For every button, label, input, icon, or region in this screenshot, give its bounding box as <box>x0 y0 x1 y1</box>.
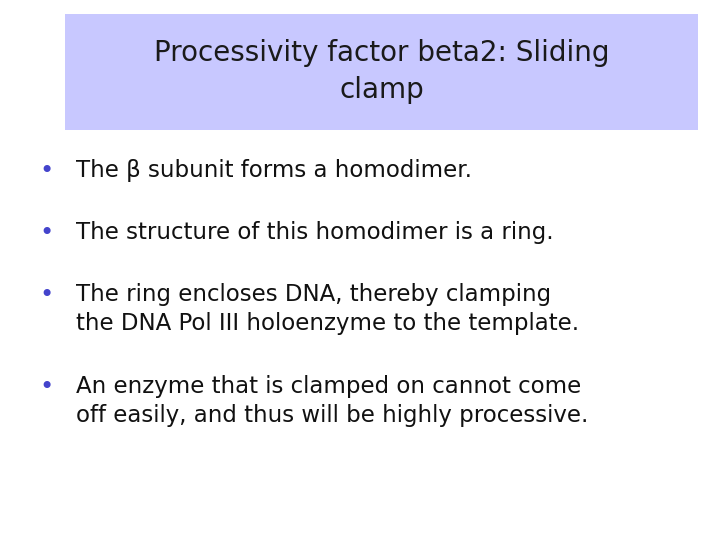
Text: The ring encloses DNA, thereby clamping
the DNA Pol III holoenzyme to the templa: The ring encloses DNA, thereby clamping … <box>76 284 579 335</box>
FancyBboxPatch shape <box>65 14 698 130</box>
Text: Processivity factor beta2: Sliding
clamp: Processivity factor beta2: Sliding clamp <box>154 39 609 104</box>
Text: The structure of this homodimer is a ring.: The structure of this homodimer is a rin… <box>76 221 553 245</box>
Text: •: • <box>40 221 54 245</box>
Text: •: • <box>40 159 54 183</box>
Text: An enzyme that is clamped on cannot come
off easily, and thus will be highly pro: An enzyme that is clamped on cannot come… <box>76 375 588 427</box>
Text: •: • <box>40 284 54 307</box>
Text: The β subunit forms a homodimer.: The β subunit forms a homodimer. <box>76 159 472 183</box>
Text: •: • <box>40 375 54 399</box>
